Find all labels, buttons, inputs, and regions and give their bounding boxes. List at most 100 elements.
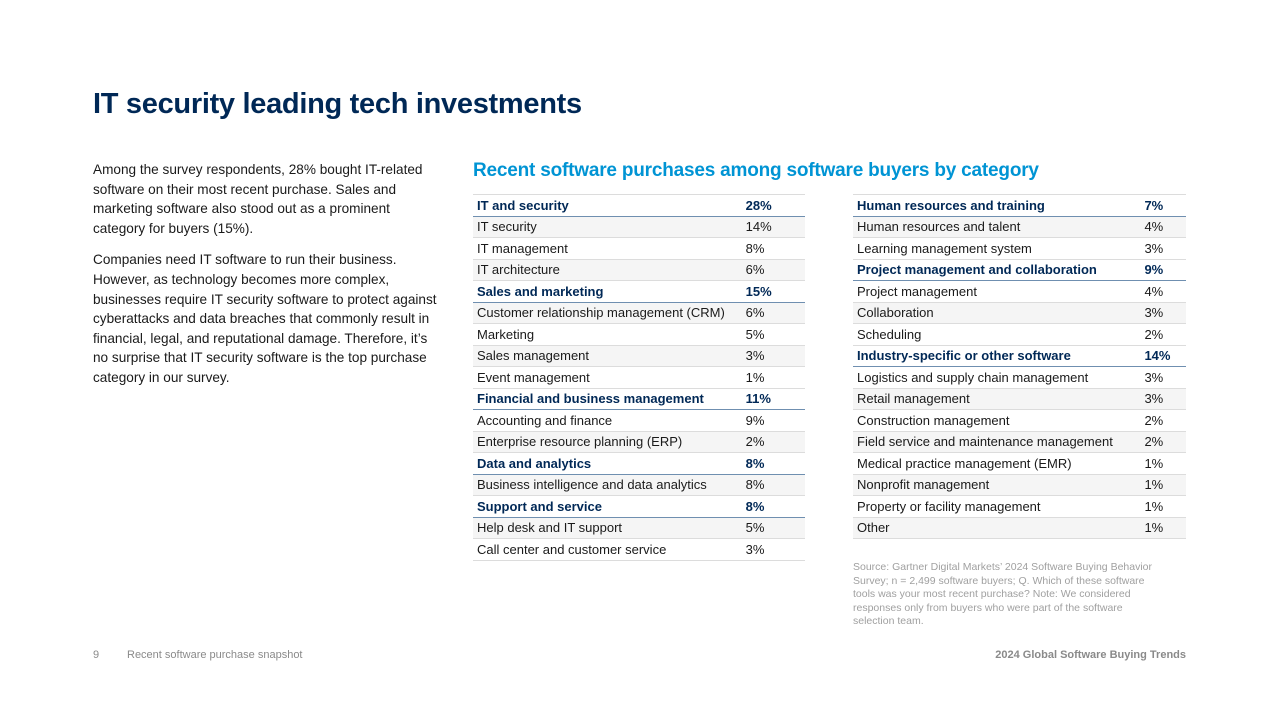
category-row: Data and analytics 8%	[473, 452, 805, 475]
category-name: IT and security	[473, 194, 742, 217]
subcategory-percent: 8%	[741, 474, 805, 496]
subcategory-percent: 2%	[1140, 431, 1186, 453]
subcategory-name: Learning management system	[853, 237, 1141, 260]
subcategory-percent: 2%	[1140, 323, 1186, 346]
category-name: Industry-specific or other software	[853, 345, 1141, 367]
subcategory-percent: 1%	[1140, 495, 1186, 518]
table-row: Retail management 3%	[853, 388, 1186, 410]
intro-paragraph-1: Among the survey respondents, 28% bought…	[93, 162, 423, 236]
table-row: Enterprise resource planning (ERP) 2%	[473, 431, 805, 453]
category-row: Project management and collaboration 9%	[853, 259, 1186, 281]
subcategory-name: Construction management	[853, 409, 1141, 432]
subcategory-percent: 3%	[1140, 302, 1186, 324]
subcategory-percent: 2%	[1140, 409, 1186, 432]
section-name: Recent software purchase snapshot	[127, 649, 303, 661]
subcategory-name: Scheduling	[853, 323, 1141, 346]
subcategory-percent: 3%	[1140, 388, 1186, 410]
page-title: IT security leading tech investments	[93, 88, 582, 120]
intro-paragraph-2: Companies need IT software to run their …	[93, 252, 437, 385]
table-row: Help desk and IT support 5%	[473, 517, 805, 539]
table-row: Nonprofit management 1%	[853, 474, 1186, 496]
table-row: Construction management 2%	[853, 409, 1186, 432]
table-row: Other 1%	[853, 517, 1186, 539]
table-row: IT architecture 6%	[473, 259, 805, 281]
category-name: Sales and marketing	[473, 280, 742, 303]
category-row: Financial and business management 11%	[473, 388, 805, 410]
subcategory-name: IT architecture	[473, 259, 742, 281]
subcategory-name: Event management	[473, 366, 742, 389]
subcategory-percent: 6%	[741, 302, 805, 324]
table-row: Project management 4%	[853, 280, 1186, 303]
category-percent: 8%	[741, 452, 805, 475]
category-name: Financial and business management	[473, 388, 742, 410]
subcategory-name: Medical practice management (EMR)	[853, 452, 1141, 475]
table-row: Learning management system 3%	[853, 237, 1186, 260]
subcategory-name: Enterprise resource planning (ERP)	[473, 431, 742, 453]
category-row: Human resources and training 7%	[853, 194, 1186, 217]
subcategory-name: IT management	[473, 237, 742, 260]
subcategory-percent: 2%	[741, 431, 805, 453]
table-row: Call center and customer service 3%	[473, 538, 805, 561]
table-row: Sales management 3%	[473, 345, 805, 367]
category-percent: 14%	[1140, 345, 1186, 367]
page-number: 9	[93, 649, 100, 661]
subcategory-name: Property or facility management	[853, 495, 1141, 518]
subcategory-name: Business intelligence and data analytics	[473, 474, 742, 496]
table-row: Marketing 5%	[473, 323, 805, 346]
category-percent: 9%	[1140, 259, 1186, 281]
source-note: Source: Gartner Digital Markets’ 2024 So…	[853, 561, 1153, 627]
table-row: Event management 1%	[473, 366, 805, 389]
table-row: Medical practice management (EMR) 1%	[853, 452, 1186, 475]
subcategory-name: Collaboration	[853, 302, 1141, 324]
subcategory-percent: 8%	[741, 237, 805, 260]
table-row: Collaboration 3%	[853, 302, 1186, 324]
category-percent: 15%	[741, 280, 805, 303]
table-row: IT security 14%	[473, 216, 805, 238]
category-name: Project management and collaboration	[853, 259, 1141, 281]
subcategory-percent: 1%	[1140, 452, 1186, 475]
subcategory-name: Customer relationship management (CRM)	[473, 302, 742, 324]
subcategory-name: Field service and maintenance management	[853, 431, 1141, 453]
subcategory-name: Accounting and finance	[473, 409, 742, 432]
subcategory-percent: 1%	[1140, 517, 1186, 539]
subcategory-percent: 3%	[1140, 237, 1186, 260]
table-row: Human resources and talent 4%	[853, 216, 1186, 238]
category-name: Support and service	[473, 495, 742, 518]
category-name: Data and analytics	[473, 452, 742, 475]
subcategory-name: Help desk and IT support	[473, 517, 742, 539]
table-row: Scheduling 2%	[853, 323, 1186, 346]
subcategory-name: Sales management	[473, 345, 742, 367]
subcategory-percent: 4%	[1140, 216, 1186, 238]
subcategory-percent: 14%	[741, 216, 805, 238]
subcategory-percent: 4%	[1140, 280, 1186, 303]
table-row: Customer relationship management (CRM) 6%	[473, 302, 805, 324]
category-row: Support and service 8%	[473, 495, 805, 518]
report-title: 2024 Global Software Buying Trends	[995, 649, 1186, 661]
subcategory-percent: 5%	[741, 323, 805, 346]
table-row: Property or facility management 1%	[853, 495, 1186, 518]
subcategory-name: Nonprofit management	[853, 474, 1141, 496]
table-row: IT management 8%	[473, 237, 805, 260]
purchase-table-left: IT and security 28% IT security 14% IT manag…	[473, 194, 805, 561]
category-row: IT and security 28%	[473, 194, 805, 217]
subcategory-name: Project management	[853, 280, 1141, 303]
table-row: Accounting and finance 9%	[473, 409, 805, 432]
subcategory-name: Human resources and talent	[853, 216, 1141, 238]
category-name: Human resources and training	[853, 194, 1141, 217]
intro-text: Among the survey respondents, 28% bought…	[93, 160, 443, 400]
table-title: Recent software purchases among software…	[473, 160, 1039, 181]
purchase-table-right: Human resources and training 7% Human reso…	[853, 194, 1186, 539]
category-percent: 11%	[741, 388, 805, 410]
subcategory-name: IT security	[473, 216, 742, 238]
table-row: Logistics and supply chain management 3%	[853, 366, 1186, 389]
table-row: Business intelligence and data analytics…	[473, 474, 805, 496]
category-percent: 8%	[741, 495, 805, 518]
subcategory-percent: 3%	[741, 345, 805, 367]
category-row: Industry-specific or other software 14%	[853, 345, 1186, 367]
category-percent: 7%	[1140, 194, 1186, 217]
table-row: Field service and maintenance management…	[853, 431, 1186, 453]
subcategory-name: Retail management	[853, 388, 1141, 410]
subcategory-name: Marketing	[473, 323, 742, 346]
subcategory-name: Other	[853, 517, 1141, 539]
subcategory-name: Logistics and supply chain management	[853, 366, 1141, 389]
